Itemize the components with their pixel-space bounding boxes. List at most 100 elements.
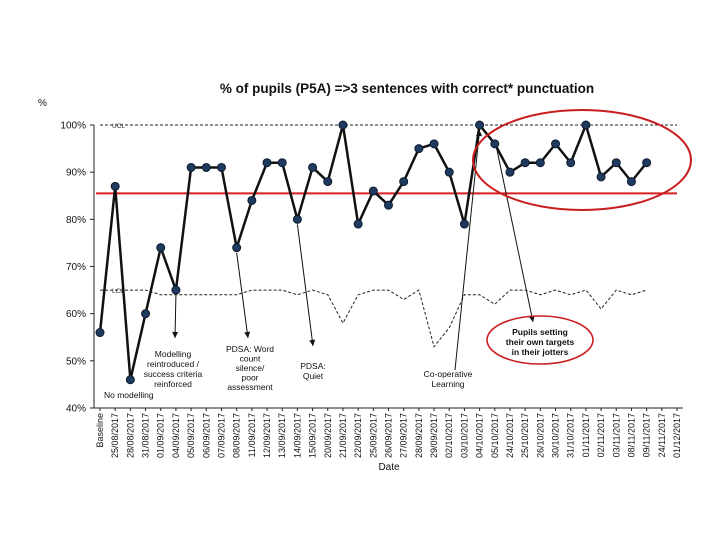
tick-labels: 40% 50% 60% 70% 80% 90% 100% Baseline 25/08/2017… [60,121,682,459]
data-point [247,195,257,205]
annotation-line: their own targets [506,337,575,347]
x-tick-label: 26/10/2017 [535,413,545,458]
x-tick-label: 06/09/2017 [201,413,211,458]
data-point [186,162,196,172]
lcl-label: LCL [112,288,124,295]
data-series [95,120,652,385]
chart-title: % of pupils (P5A) =>3 sentences with cor… [220,81,594,96]
x-tick-label: Baseline [95,413,105,448]
data-point [596,172,606,182]
data-point [475,120,485,130]
x-tick-label: 04/09/2017 [171,413,181,458]
x-tick-label: 30/10/2017 [551,413,561,458]
annotation-line: Co-operative [424,369,473,379]
data-point [444,167,454,177]
y-tick-label: 40% [66,404,86,415]
data-point [95,328,105,338]
x-tick-label: 03/11/2017 [611,413,621,457]
annotation-line: count [240,354,261,364]
x-tick-label: 27/09/2017 [399,413,409,458]
highlight-ellipse-pupils [486,315,594,365]
data-point [429,139,439,149]
data-point [262,158,272,168]
axes [90,124,683,411]
x-axis-label: Date [378,462,400,473]
data-point [171,285,181,295]
x-tick-label: 24/11/2017 [657,413,667,457]
annotation-arrow-pdsa-quiet-head [309,339,316,346]
x-tick-label: 14/09/2017 [292,413,302,458]
data-point [323,177,333,187]
annotation-arrow-pdsa-quiet [296,224,314,347]
annotation-pdsa-quiet: PDSA: Quiet [300,361,326,381]
annotation-line: silence/ [236,363,265,373]
x-tick-label: 25/08/2017 [110,413,120,458]
x-tick-label: 08/11/2017 [626,413,636,457]
x-tick-label: 11/09/2017 [247,413,257,457]
annotation-line: PDSA: Word [226,344,274,354]
x-tick-label: 28/09/2017 [414,413,424,458]
data-point [125,375,135,385]
x-tick-label: 22/09/2017 [353,413,363,458]
data-point [201,162,211,172]
annotation-modelling: Modelling reintroduced / success criteria r… [144,349,203,389]
x-tick-label: 21/09/2017 [338,413,348,458]
annotation-coop: Co-operative Learning [424,369,473,389]
annotation-line: Pupils setting [512,327,568,337]
annotation-arrow-pdsa-word-head [244,331,251,338]
annotation-line: poor [241,373,258,383]
x-tick-label: 15/09/2017 [308,413,318,458]
y-tick-label: 60% [66,309,86,320]
y-axis-label: % [38,98,47,109]
annotation-line: reintroduced / [147,359,200,369]
annotation-arrow-coop-head [476,130,482,137]
data-point [156,243,166,253]
data-point [216,162,226,172]
data-point [368,186,378,196]
x-tick-label: 02/11/2017 [596,413,606,457]
annotation-line: Learning [431,379,464,389]
data-point [308,162,318,172]
annotation-arrow-modelling-head [172,331,179,338]
data-point [338,120,348,130]
y-tick-label: 80% [66,215,86,226]
y-tick-label: 70% [66,262,86,273]
x-tick-label: 01/11/2017 [581,413,591,457]
data-point [566,158,576,168]
data-point [110,181,120,191]
x-tick-label: 24/10/2017 [505,413,515,458]
data-point [611,158,621,168]
data-point [505,167,515,177]
annotation-pupils: Pupils setting their own targets in their … [506,327,575,357]
data-point [581,120,591,130]
x-tick-label: 25/09/2017 [368,413,378,458]
annotation-arrow-pdsa-word [236,252,249,339]
x-tick-label: 08/09/2017 [232,413,242,458]
y-tick-label: 100% [60,121,86,132]
x-tick-label: 26/09/2017 [384,413,394,458]
highlight-ellipse-recent [472,109,692,211]
annotation-line: reinforced [154,379,192,389]
x-tick-label: 01/09/2017 [156,413,166,458]
x-tick-label: 31/08/2017 [141,413,151,458]
x-tick-label: 25/10/2017 [520,413,530,458]
data-point [141,309,151,319]
annotation-line: success criteria [144,369,203,379]
annotation-arrow-coop [454,129,481,371]
data-point [232,243,242,253]
x-tick-label: 01/12/2017 [672,413,682,458]
data-point [384,200,393,210]
x-tick-label: 12/09/2017 [262,413,272,458]
annotation-pdsa-word: PDSA: Word count silence/poor assessment [226,344,274,392]
data-point [642,158,652,168]
annotation-line: Quiet [303,371,324,381]
annotation-line: No modelling [104,390,154,400]
data-point [551,139,561,149]
x-tick-label: 28/08/2017 [125,413,135,458]
y-tick-label: 90% [66,168,86,179]
data-point [353,219,363,229]
annotation-arrow-pupils [496,148,534,323]
x-tick-label: 31/10/2017 [566,413,576,458]
annotation-line: in their jotters [512,347,569,357]
data-point [490,139,500,149]
